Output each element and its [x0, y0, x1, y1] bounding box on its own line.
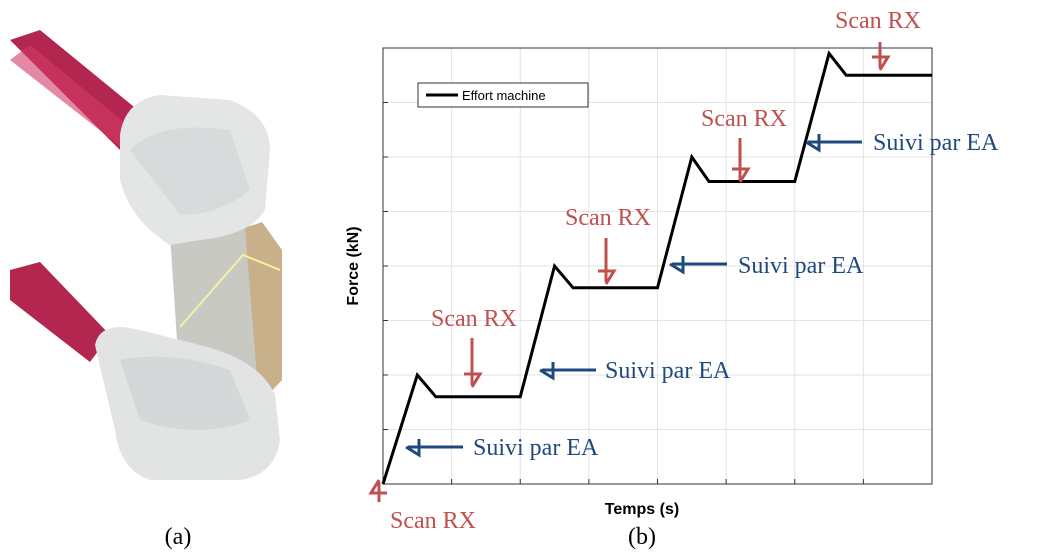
- annotation-text: Suivi par EA: [738, 253, 864, 279]
- plot-frame: [382, 47, 933, 485]
- annotation-text: Suivi par EA: [605, 358, 731, 384]
- annotation-arrowhead: [598, 269, 617, 285]
- panel-label: (b): [628, 524, 656, 550]
- annotation-text: Scan RX: [565, 205, 651, 231]
- annotation-text: Scan RX: [431, 306, 517, 332]
- specimen-photo: [10, 30, 282, 480]
- annotation-text: Scan RX: [835, 8, 921, 34]
- annotation-arrowhead: [669, 256, 685, 275]
- annotation-text: Scan RX: [701, 106, 787, 132]
- annotation-text: Scan RX: [390, 508, 476, 534]
- x-axis-label: Temps (s): [605, 501, 679, 518]
- annotation-arrowhead: [539, 362, 555, 381]
- annotation-arrowhead: [464, 372, 483, 388]
- y-axis-label: Force (kN): [345, 226, 362, 305]
- data-line: [381, 50, 932, 485]
- panel-label: (a): [165, 524, 192, 550]
- annotation-arrowhead: [405, 439, 421, 458]
- annotation-arrowhead: [368, 479, 387, 495]
- annotation-arrowhead: [732, 167, 751, 183]
- annotation-arrowhead: [872, 55, 891, 71]
- annotation-text: Suivi par EA: [473, 435, 599, 461]
- annotation-text: Suivi par EA: [873, 130, 999, 156]
- legend-label: Effort machine: [462, 88, 546, 103]
- annotation-arrowhead: [805, 134, 821, 153]
